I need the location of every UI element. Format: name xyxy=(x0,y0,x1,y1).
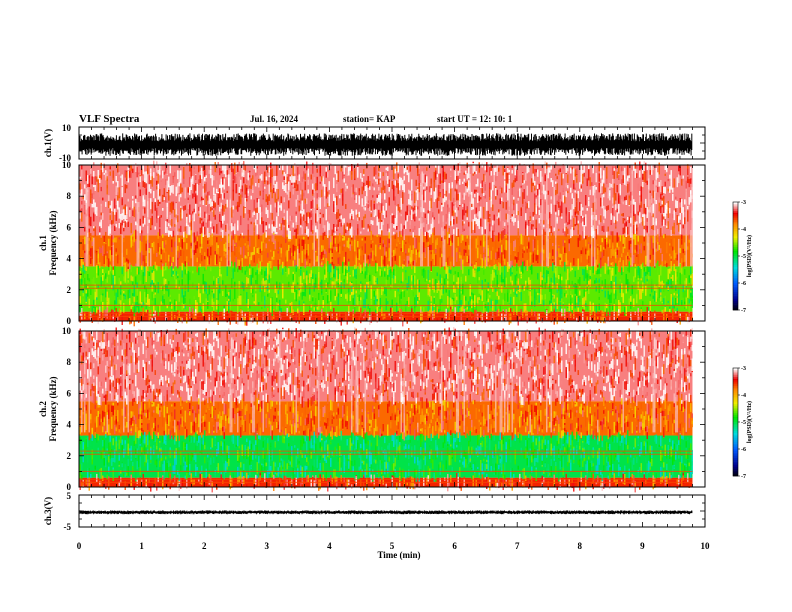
ch2-spectrogram-channel-label: ch.2 xyxy=(38,401,48,417)
ch3-waveform-ylabel: ch.3(V) xyxy=(43,497,53,525)
cb2-tick--5: -5 xyxy=(741,420,746,426)
ylab3-ytick-6: 6 xyxy=(67,388,72,398)
ylab2-ytick-8: 8 xyxy=(67,191,72,201)
ylab2-ytick-6: 6 xyxy=(67,222,72,232)
xtick-0: 0 xyxy=(77,541,82,551)
ch3-waveform-trace xyxy=(79,510,693,515)
xtick-2: 2 xyxy=(202,541,207,551)
time-axis-tick-labels: 0 1 2 3 4 5 6 7 8 9 10 xyxy=(77,541,710,551)
cb1-tick--6: -6 xyxy=(741,281,746,287)
cb2-tick--7: -7 xyxy=(741,474,746,480)
time-axis-label: Time (min) xyxy=(377,550,420,560)
xtick-6: 6 xyxy=(452,541,457,551)
ch1-colorbar: -3 -4 -5 -6 -7 log(PSD)(V²/Hz) xyxy=(732,200,753,314)
cb2-tick--6: -6 xyxy=(741,447,746,453)
xtick-8: 8 xyxy=(578,541,583,551)
ch3-waveform-ticks xyxy=(78,494,706,528)
ch3-ytick-bottom: -5 xyxy=(64,522,72,532)
cb1-tick--5: -5 xyxy=(741,254,746,260)
ch3-waveform-panel: 5 -5 ch.3(V) 0 1 2 3 4 5 6 7 8 9 10 Time (min) xyxy=(43,491,710,560)
ylab2-ytick-0: 0 xyxy=(67,316,72,326)
cb2-label: log(PSD)(V²/Hz) xyxy=(746,401,753,443)
cb2-tick--3: -3 xyxy=(741,366,746,372)
xtick-7: 7 xyxy=(515,541,520,551)
wave1-path xyxy=(79,133,693,156)
ch2-spectrogram-image xyxy=(79,326,693,493)
ch2-spectrogram-ticks xyxy=(78,330,706,488)
xtick-10: 10 xyxy=(701,541,711,551)
ch1-waveform-ticks xyxy=(78,126,706,160)
ylab2-ytick-2: 2 xyxy=(67,285,72,295)
ylab2-ytick-4: 4 xyxy=(67,254,72,264)
ylab3-ytick-10: 10 xyxy=(62,326,72,336)
ch1-spectrogram-ytick-labels: 0 2 4 6 8 10 xyxy=(62,160,72,326)
figure-station: station= KAP xyxy=(343,114,396,124)
figure-start-time: start UT = 12: 10: 1 xyxy=(437,114,513,124)
ch1-spectrogram-image xyxy=(79,159,693,327)
ch1-waveform-ylabel: ch.1(V) xyxy=(43,129,53,157)
ch1-spectrogram-panel: 0 2 4 6 8 10 ch.1 Frequency (kHz) -3 -4 -5 -6 -7 l… xyxy=(38,159,753,327)
figure-date: Jul. 16, 2024 xyxy=(250,114,299,124)
ch2-colorbar: -3 -4 -5 -6 -7 log(PSD)(V²/Hz) xyxy=(732,366,753,480)
ylab3-ytick-8: 8 xyxy=(67,357,72,367)
ch2-spectrogram-ylabel: Frequency (kHz) xyxy=(48,376,58,441)
ch1-waveform-trace xyxy=(79,133,693,156)
ylab3-ytick-0: 0 xyxy=(67,482,72,492)
ch1-ytick-bottom: -10 xyxy=(59,153,71,163)
ch2-spectrogram-ytick-labels: 0 2 4 6 8 10 xyxy=(62,326,72,492)
ch1-spectrogram-ticks xyxy=(78,164,706,322)
ch1-ytick-top: 10 xyxy=(62,123,72,133)
cb1-label: log(PSD)(V²/Hz) xyxy=(746,235,753,277)
cb1-tick--3: -3 xyxy=(741,200,746,206)
xtick-5: 5 xyxy=(390,541,395,551)
ch1-waveform-panel: 10 -10 ch.1(V) xyxy=(43,123,706,163)
ylab2-ytick-10: 10 xyxy=(62,160,72,170)
xtick-4: 4 xyxy=(327,541,332,551)
ch1-spectrogram-ylabel: Frequency (kHz) xyxy=(48,210,58,275)
xtick-9: 9 xyxy=(640,541,645,551)
ch3-ytick-top: 5 xyxy=(67,491,72,501)
ylab3-ytick-4: 4 xyxy=(67,420,72,430)
cb2-tick--4: -4 xyxy=(741,393,746,399)
wave3-path xyxy=(79,510,693,515)
xtick-3: 3 xyxy=(265,541,270,551)
ylab3-ytick-2: 2 xyxy=(67,451,72,461)
ch1-spectrogram-channel-label: ch.1 xyxy=(38,235,48,251)
cb1-tick--4: -4 xyxy=(741,227,746,233)
ch2-spectrogram-panel: 0 2 4 6 8 10 ch.2 Frequency (kHz) -3 -4 -5 -6 -7 l… xyxy=(38,326,753,493)
xtick-1: 1 xyxy=(139,541,144,551)
cb1-tick--7: -7 xyxy=(741,308,746,314)
figure-title: VLF Spectra xyxy=(79,113,140,125)
